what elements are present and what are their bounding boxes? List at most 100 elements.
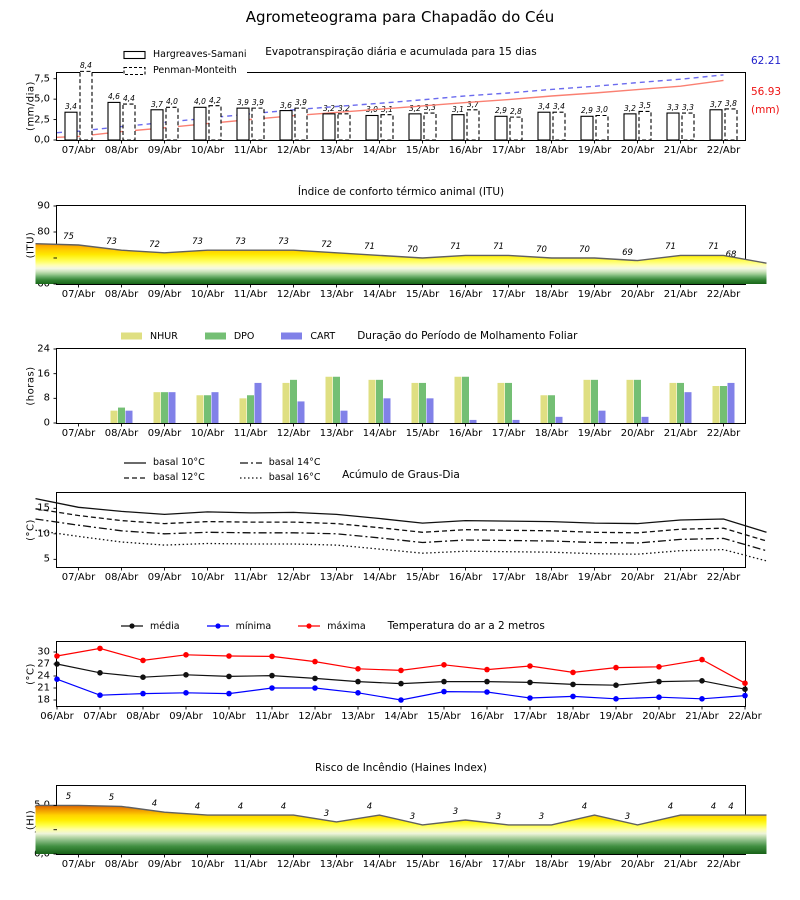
legend-item-NHUR: NHUR bbox=[120, 331, 178, 342]
x-tick-label: 21/Abr bbox=[663, 289, 698, 300]
bar-Penman-Monteith bbox=[79, 70, 93, 141]
marker-mínima bbox=[140, 690, 146, 697]
bar-value-label: 4,2 bbox=[209, 95, 221, 105]
y-tick-label: 10 bbox=[37, 528, 50, 540]
x-tick-label: 11/Abr bbox=[233, 859, 268, 870]
bar-value-label: 2,9 bbox=[495, 106, 507, 116]
y-tick-label: 24 bbox=[37, 343, 50, 355]
marker-média bbox=[398, 680, 404, 687]
bar-DPO bbox=[548, 395, 555, 423]
basal 12°C-swatch-icon bbox=[124, 476, 146, 479]
marker-máxima bbox=[441, 662, 447, 668]
x-tick-label: 18/Abr bbox=[534, 145, 569, 156]
bar-Hargreaves-Samani bbox=[322, 113, 336, 141]
marker-mínima bbox=[441, 688, 447, 695]
x-tick-label: 11/Abr bbox=[233, 428, 268, 439]
data-label: 4 bbox=[581, 802, 588, 813]
data-label: 5 bbox=[108, 793, 115, 804]
bar-Penman-Monteith bbox=[165, 106, 179, 141]
marker-média bbox=[484, 678, 490, 685]
bar-Penman-Monteith bbox=[337, 113, 351, 141]
marker-mínima bbox=[97, 692, 103, 698]
x-tick-label: 13/Abr bbox=[319, 572, 354, 583]
legend-item-basal 10°C: basal 10°C bbox=[123, 457, 205, 468]
bar-CART bbox=[469, 419, 477, 423]
bar-Hargreaves-Samani bbox=[64, 111, 78, 141]
legend-label: Penman-Monteith bbox=[153, 65, 237, 76]
x-tick-label: 09/Abr bbox=[147, 859, 182, 870]
x-tick-label: 08/Abr bbox=[126, 711, 160, 722]
x-tick-label: 12/Abr bbox=[276, 859, 311, 870]
bar-CART bbox=[684, 392, 692, 423]
x-tick-label: 08/Abr bbox=[104, 572, 139, 583]
marker-máxima bbox=[613, 664, 619, 671]
x-tick-label: 19/Abr bbox=[577, 859, 612, 870]
y-tick-label: 8 bbox=[43, 392, 50, 404]
bar-value-label: 3,2 bbox=[338, 103, 350, 113]
x-tick-label: 15/Abr bbox=[405, 572, 440, 583]
bar-Penman-Monteith bbox=[509, 116, 523, 141]
x-tick-label: 08/Abr bbox=[104, 428, 139, 439]
bar-NHUR bbox=[325, 376, 333, 423]
bar-NHUR bbox=[454, 376, 462, 423]
marker-mínima bbox=[656, 694, 662, 700]
x-tick-label: 21/Abr bbox=[663, 572, 698, 583]
bar-NHUR bbox=[368, 379, 376, 423]
data-label: 4 bbox=[194, 802, 201, 813]
panel-title-temperatura: Temperatura do ar a 2 metros bbox=[387, 620, 545, 632]
x-tick-label: 18/Abr bbox=[534, 572, 569, 583]
data-label: 72 bbox=[149, 239, 160, 250]
bar-value-label: 2,8 bbox=[510, 107, 522, 117]
x-tick-label: 19/Abr bbox=[599, 711, 633, 722]
bar-Penman-Monteith bbox=[208, 105, 222, 141]
y-tick-label: 80 bbox=[37, 226, 50, 238]
marker-mínima bbox=[269, 685, 275, 691]
data-label: 70 bbox=[579, 245, 590, 255]
bar-Penman-Monteith bbox=[294, 107, 308, 141]
x-tick-label: 17/Abr bbox=[491, 289, 526, 300]
marker-média bbox=[699, 678, 705, 684]
data-label: 4 bbox=[667, 802, 674, 813]
x-tick-label: 22/Abr bbox=[706, 145, 741, 156]
bar-DPO bbox=[591, 379, 598, 423]
bar-DPO bbox=[720, 386, 727, 423]
bar-value-label: 3,3 bbox=[667, 103, 679, 113]
bar-DPO bbox=[376, 379, 383, 423]
bar-Hargreaves-Samani bbox=[107, 101, 121, 141]
x-tick-label: 08/Abr bbox=[104, 859, 139, 870]
x-tick-label: 18/Abr bbox=[534, 289, 569, 300]
x-tick-label: 16/Abr bbox=[448, 289, 483, 300]
x-tick-label: 09/Abr bbox=[147, 289, 182, 300]
x-tick-label: 08/Abr bbox=[104, 289, 139, 300]
marker-média bbox=[140, 674, 146, 680]
plot-canvas bbox=[53, 70, 738, 144]
bar-Penman-Monteith bbox=[122, 103, 136, 141]
x-tick-label: 16/Abr bbox=[448, 859, 483, 870]
bar-Hargreaves-Samani bbox=[236, 107, 250, 141]
x-tick-label: 15/Abr bbox=[405, 859, 440, 870]
marker-média bbox=[183, 672, 189, 678]
marker-média bbox=[97, 670, 103, 676]
x-tick-label: 09/Abr bbox=[147, 572, 182, 583]
bar-CART bbox=[641, 416, 649, 423]
data-label: 4 bbox=[237, 802, 244, 813]
x-tick-label: 17/Abr bbox=[491, 859, 526, 870]
x-tick-label: 17/Abr bbox=[491, 145, 526, 156]
x-tick-label: 07/Abr bbox=[83, 711, 117, 722]
legend-label: basal 10°C bbox=[153, 457, 205, 468]
bar-value-label: 3,9 bbox=[252, 98, 264, 108]
marker-máxima bbox=[656, 664, 662, 670]
bar-value-label: 3,7 bbox=[151, 99, 163, 109]
marker-máxima bbox=[699, 656, 705, 663]
plot-area-graus-dia: 07/Abr 08/Abr 09/Abr 10/Abr 11/Abr 12/Abr 13/A… bbox=[35, 492, 767, 583]
x-tick-label: 10/Abr bbox=[190, 572, 225, 583]
legend-items: basal 10°C basal 12°C basal 14°C basal 16°C bbox=[123, 457, 321, 483]
bar-NHUR bbox=[497, 382, 505, 423]
y-tick-label: 15 bbox=[37, 502, 50, 514]
x-tick-label: 22/Abr bbox=[706, 289, 741, 300]
x-tick-label: 14/Abr bbox=[362, 572, 397, 583]
y-tick-label: 0 bbox=[43, 417, 50, 429]
basal 10°C-swatch-icon bbox=[124, 461, 146, 464]
plot-area-itu: 75 73 72 73 73 73 72 71 70 71 71 70 70 69 71 71 68 07/Abr… bbox=[35, 201, 767, 300]
